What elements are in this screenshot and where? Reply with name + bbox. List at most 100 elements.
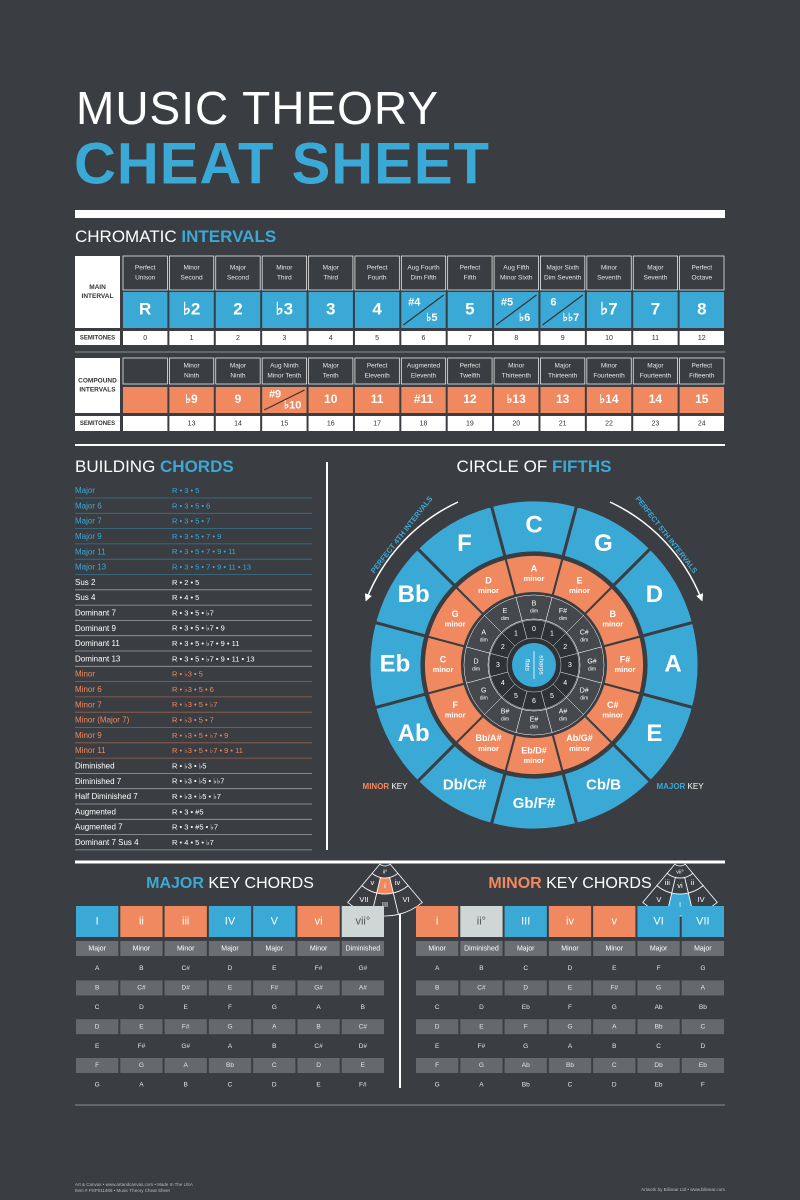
interval-name: Seventh	[597, 275, 621, 282]
interval-symbol: 3	[326, 299, 335, 318]
interval-name: Eleventh	[411, 373, 437, 380]
interval-symbol: 6	[550, 297, 556, 309]
chord-name: Minor 11	[75, 746, 106, 755]
center-label: flats	[523, 659, 530, 672]
minor-key: minor	[602, 710, 623, 719]
dim-chord: G	[481, 687, 486, 694]
chord-note: E	[361, 1062, 366, 1069]
interval-name: Aug Fifth	[503, 265, 529, 272]
chord-quality: Major	[88, 945, 106, 952]
key-fan-numeral: III	[382, 900, 388, 909]
note-cell	[208, 1058, 252, 1073]
quality-cell	[593, 941, 636, 956]
numeral-cell	[253, 906, 296, 937]
chord-note: E	[316, 1082, 321, 1089]
chord-name: Dominant 7 Sus 4	[75, 838, 139, 847]
symbol-cell	[169, 387, 214, 413]
dim-chord: dim	[501, 717, 509, 723]
chord-note: E	[479, 1023, 484, 1030]
minor-key: D	[485, 576, 492, 586]
interval-symbol: 12	[463, 392, 477, 406]
chord-note: A	[139, 1082, 144, 1089]
split-line	[263, 389, 305, 411]
chord-name: Minor 9	[75, 731, 102, 740]
minor-key: minor	[602, 619, 623, 628]
row-label: MAIN	[89, 284, 106, 291]
chord-note: D	[272, 1082, 277, 1089]
symbol-cell	[215, 292, 261, 328]
minor-key: E	[576, 576, 582, 586]
numeral-cell	[548, 906, 592, 937]
minor-key: F#	[620, 654, 631, 664]
dim-chord: dim	[559, 717, 567, 723]
row-label-cell	[75, 256, 120, 328]
title: MUSIC THEORY	[76, 82, 439, 134]
semitone-count: 5	[375, 335, 379, 342]
chord-formula: R • 3 • 5 • 7	[172, 517, 210, 526]
accidental-count: 1	[550, 631, 554, 638]
chord-name: Minor (Major 7)	[75, 716, 130, 725]
note-cell	[120, 980, 163, 996]
section-heading: CIRCLE OF FIFTHS	[457, 457, 612, 476]
interval-name: Major	[647, 363, 664, 370]
note-cell	[593, 1058, 636, 1073]
chord-note: C	[568, 1082, 573, 1089]
minor-key: minor	[433, 665, 454, 674]
minor-key: A	[531, 563, 538, 573]
chord-note: F#	[138, 1043, 146, 1050]
chord-name: Major 6	[75, 501, 102, 510]
interval-symbol: 11	[371, 392, 384, 406]
chord-note: A	[228, 1043, 233, 1050]
semitone-count: 20	[512, 420, 520, 427]
chord-note: D#	[182, 985, 191, 992]
semitone-cell	[262, 416, 307, 431]
interval-symbol: #5	[501, 297, 513, 309]
dim-segment	[484, 597, 523, 633]
chord-note: A	[479, 1082, 484, 1089]
chord-note: Db	[654, 1062, 663, 1069]
chord-note: F#	[478, 1043, 486, 1050]
chord-note: A	[568, 1043, 573, 1050]
quality-cell	[416, 941, 459, 956]
semitone-count: 7	[468, 335, 472, 342]
row-label: SEMITONES	[80, 421, 115, 427]
dim-chord: dim	[588, 666, 596, 672]
interval-name: Major	[323, 363, 340, 370]
name-cell	[400, 357, 447, 385]
chord-formula: R • ♭3 • 5 • 7	[172, 715, 214, 724]
semitone-cell	[494, 416, 539, 431]
note-cell	[681, 1019, 724, 1035]
interval-name: Perfect	[367, 363, 388, 370]
numeral-cell	[593, 906, 636, 937]
interval-name: Perfect	[692, 363, 713, 370]
name-cell	[308, 357, 354, 385]
chord-note: B	[139, 965, 143, 972]
interval-symbol: 8	[697, 299, 706, 318]
semitone-count: 22	[605, 420, 613, 427]
chord-name: Major 13	[75, 563, 107, 572]
semitone-count: 12	[698, 335, 706, 342]
chord-note: F#	[315, 965, 323, 972]
note-cell	[460, 980, 503, 996]
name-cell	[400, 255, 447, 291]
note-cell	[548, 1019, 592, 1035]
major-segment	[415, 503, 507, 588]
name-cell	[447, 255, 493, 291]
roman-numeral: vii°	[355, 915, 370, 927]
chord-note: D	[701, 1043, 706, 1050]
chord-name: Augmented	[75, 807, 116, 816]
interval-name: Dim Seventh	[544, 275, 582, 282]
interval-symbol: ♭7	[600, 299, 617, 318]
accidental-count: 3	[568, 662, 572, 669]
chord-quality: Major	[266, 945, 284, 952]
roman-numeral: iv	[566, 915, 574, 927]
numeral-cell	[297, 906, 340, 937]
semitone-cell	[586, 416, 632, 431]
chord-name: Major 9	[75, 532, 102, 541]
interval-name: Minor	[276, 265, 293, 272]
chord-note: B	[316, 1023, 320, 1030]
name-cell	[447, 357, 493, 385]
chord-quality: Major	[517, 945, 535, 952]
minor-key: minor	[445, 619, 466, 628]
chord-note: D	[479, 1004, 484, 1011]
